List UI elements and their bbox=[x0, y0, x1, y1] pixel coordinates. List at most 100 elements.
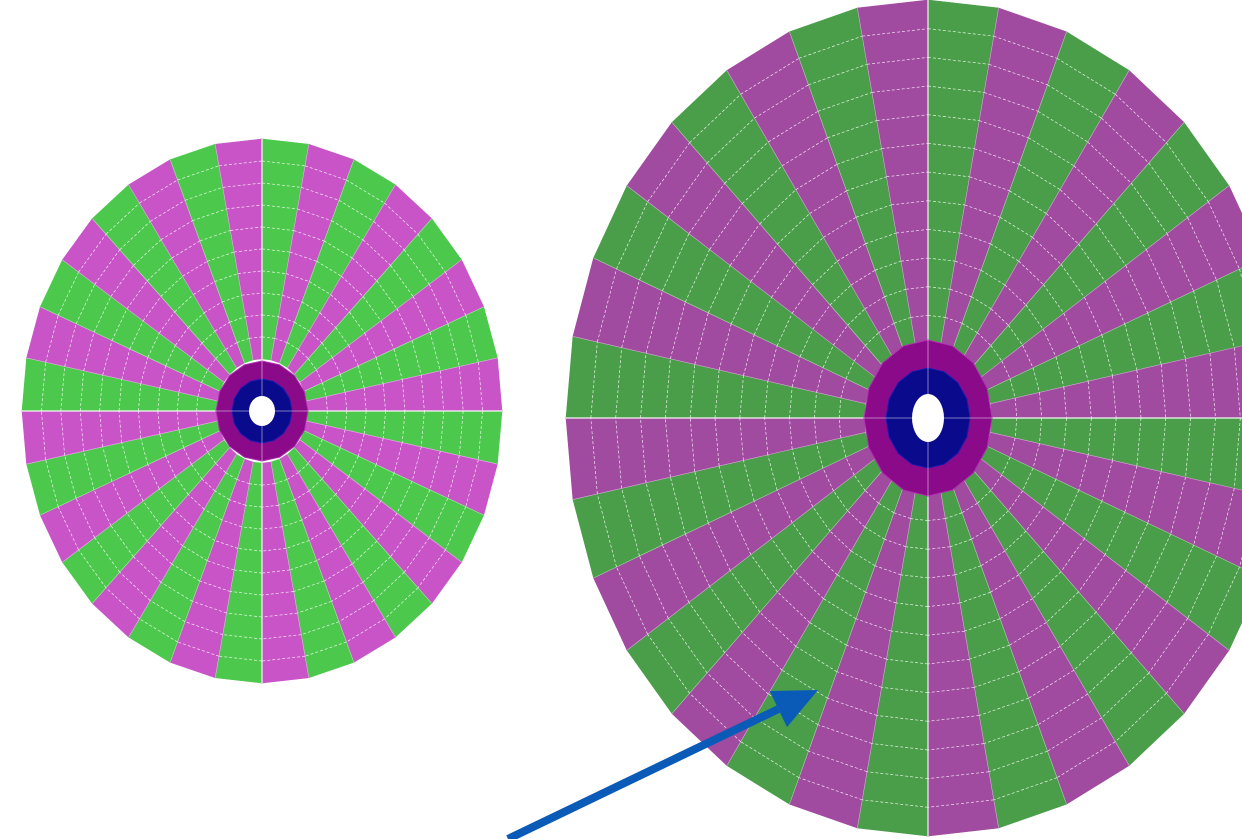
panel-line bbox=[961, 502, 978, 514]
panel-line bbox=[323, 563, 353, 582]
panel-line bbox=[1078, 345, 1089, 382]
seam-line bbox=[62, 439, 224, 563]
panel-line bbox=[401, 410, 406, 443]
panel-line bbox=[147, 333, 160, 358]
panel-line bbox=[1187, 555, 1217, 619]
panel-line bbox=[79, 410, 85, 452]
panel-line bbox=[954, 260, 982, 271]
panel-line bbox=[75, 498, 96, 538]
panel-line bbox=[647, 142, 690, 202]
panel-line bbox=[791, 522, 813, 552]
panel-line bbox=[730, 281, 752, 325]
panel-line bbox=[1193, 290, 1211, 354]
panel-line bbox=[1087, 417, 1092, 455]
panel-line bbox=[1193, 482, 1211, 546]
panel-line bbox=[847, 308, 866, 326]
panel-line bbox=[1063, 313, 1080, 346]
panel-line bbox=[881, 143, 929, 149]
panel-line bbox=[157, 410, 161, 435]
panel-line bbox=[203, 508, 223, 521]
panel-line bbox=[1104, 511, 1126, 555]
panel-line bbox=[759, 189, 797, 225]
panel-line bbox=[297, 601, 332, 614]
panel-line bbox=[1187, 217, 1217, 281]
panel-line bbox=[245, 314, 263, 318]
panel-line bbox=[798, 777, 863, 801]
panel-line bbox=[840, 437, 847, 458]
panel-line bbox=[197, 425, 202, 440]
panel-line bbox=[979, 697, 1029, 716]
panel-line bbox=[983, 724, 1039, 744]
panel-line bbox=[158, 311, 175, 334]
panel-line bbox=[362, 296, 382, 322]
panel-line bbox=[927, 143, 975, 149]
panel-line bbox=[357, 433, 365, 457]
left-disc bbox=[21, 138, 503, 684]
panel-line bbox=[178, 429, 184, 448]
panel-line bbox=[261, 182, 302, 188]
panel-line bbox=[927, 546, 951, 550]
panel-line bbox=[1009, 622, 1047, 646]
panel-line bbox=[1160, 417, 1167, 472]
panel-line bbox=[837, 243, 866, 262]
panel-line bbox=[662, 544, 690, 603]
panel-line bbox=[129, 472, 144, 502]
panel-line bbox=[325, 410, 328, 426]
panel-line bbox=[689, 417, 696, 472]
panel-line bbox=[886, 171, 929, 178]
panel-line bbox=[874, 260, 902, 271]
panel-line bbox=[1216, 279, 1235, 348]
center-hole bbox=[912, 394, 944, 442]
panel-line bbox=[718, 465, 732, 513]
panel-line bbox=[833, 490, 848, 512]
panel-line bbox=[993, 777, 1058, 801]
panel-line bbox=[836, 148, 882, 165]
panel-line bbox=[308, 330, 323, 344]
panel-line bbox=[174, 294, 194, 313]
panel-line bbox=[767, 345, 778, 382]
panel-line bbox=[753, 501, 772, 539]
panel-line bbox=[639, 217, 669, 281]
panel-line bbox=[1147, 471, 1162, 524]
panel-line bbox=[910, 518, 929, 521]
panel-line bbox=[864, 296, 885, 310]
panel-line bbox=[178, 374, 184, 393]
panel-line bbox=[241, 292, 263, 296]
panel-line bbox=[1084, 297, 1103, 335]
panel-line bbox=[160, 220, 193, 240]
panel-line bbox=[428, 498, 449, 538]
panel-line bbox=[709, 203, 743, 250]
seam-line bbox=[214, 144, 254, 360]
panel-line bbox=[1124, 323, 1138, 371]
panel-line bbox=[445, 506, 467, 551]
panel-line bbox=[420, 410, 425, 447]
panel-line bbox=[396, 308, 413, 341]
panel-line bbox=[1136, 417, 1142, 467]
seam-line bbox=[726, 70, 893, 357]
panel-line bbox=[1063, 490, 1080, 523]
seam-line bbox=[294, 447, 432, 604]
seam-line bbox=[270, 144, 310, 360]
panel-line bbox=[344, 410, 348, 430]
seam-line bbox=[857, 490, 916, 829]
panel-line bbox=[1028, 669, 1075, 699]
panel-line bbox=[999, 598, 1033, 620]
panel-line bbox=[688, 183, 725, 234]
panel-line bbox=[261, 526, 283, 530]
panel-line bbox=[1056, 741, 1116, 778]
panel-line bbox=[362, 500, 382, 526]
panel-line bbox=[990, 308, 1009, 326]
panel-line bbox=[184, 187, 223, 201]
panel-line bbox=[808, 750, 868, 773]
panel-line bbox=[420, 375, 425, 412]
panel-line bbox=[94, 249, 121, 285]
panel-line bbox=[1233, 417, 1241, 489]
panel-line bbox=[1018, 646, 1061, 673]
panel-line bbox=[401, 379, 406, 412]
panel-line bbox=[139, 618, 178, 643]
panel-line bbox=[865, 232, 897, 245]
panel-line bbox=[1001, 457, 1011, 476]
panel-line bbox=[218, 655, 263, 662]
panel-line bbox=[878, 502, 895, 514]
